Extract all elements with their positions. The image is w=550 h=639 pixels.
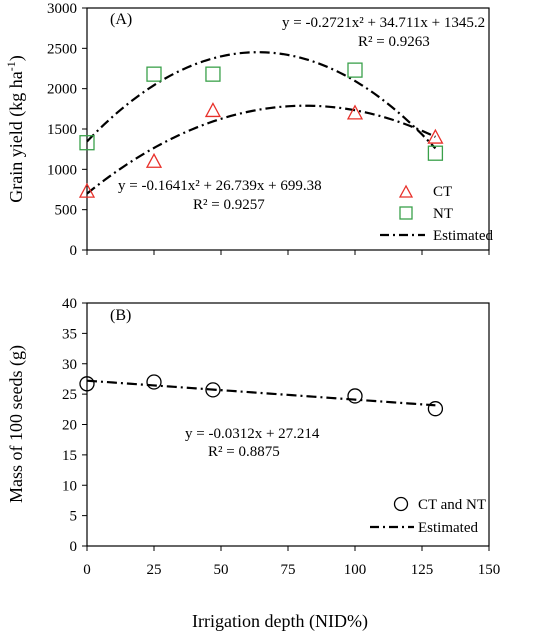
y-tick-label: 10: [62, 478, 77, 494]
y-tick-label: 1000: [47, 162, 77, 178]
ct-equation: y = -0.1641x² + 26.739x + 699.38: [118, 178, 322, 194]
y-tick-label: 500: [55, 203, 78, 219]
legend-nt-label: NT: [433, 206, 453, 222]
legend-ct-label: CT: [433, 184, 452, 200]
legend-nt-marker: [399, 206, 413, 220]
y-tick-label: 0: [70, 243, 78, 259]
x-tick-label: 150: [478, 562, 501, 578]
b-r2: R² = 0.8875: [208, 444, 280, 460]
panel-b-xlabel: Irrigation depth (NID%): [192, 611, 368, 632]
panel-a-points: [78, 62, 444, 198]
nt-r2: R² = 0.9263: [358, 34, 430, 50]
panel-b-ylabel: Mass of 100 seeds (g): [6, 345, 27, 503]
y-tick-label: 1500: [47, 122, 77, 138]
y-tick-label: 0: [70, 539, 78, 555]
ct-nt-point: [146, 374, 162, 390]
panel-b-points: [79, 374, 444, 417]
legend-ct-marker: [398, 184, 414, 198]
b-equation: y = -0.0312x + 27.214: [185, 426, 320, 442]
panel-a-label: (A): [110, 11, 132, 28]
panel-b-fit-line: [86, 379, 436, 407]
panel-b: 0 25 50 75 100 125 150 0 5 10 15 20 25 30 35 40 (B) Ma…: [6, 296, 500, 632]
ct-nt-point: [79, 376, 95, 392]
x-tick-label: 50: [214, 562, 229, 578]
panel-a-y-ticks: 0 500 1000 1500 2000 2500 3000: [47, 1, 87, 259]
x-tick-label: 125: [411, 562, 434, 578]
ct-point: [346, 104, 364, 120]
legend-ct-nt-label: CT and NT: [418, 497, 486, 513]
nt-point: [205, 66, 221, 82]
panel-a-x-ticks: [86, 250, 490, 255]
nt-point: [347, 62, 363, 78]
ct-nt-point: [427, 401, 444, 417]
ct-nt-point: [347, 388, 363, 404]
y-tick-label: 20: [62, 418, 77, 434]
ct-point: [145, 152, 163, 168]
ct-point: [78, 182, 96, 198]
legend-b-estimated-label: Estimated: [418, 520, 478, 536]
legend-ct-nt-marker: [393, 496, 409, 512]
panel-b-y-ticks: 0 5 10 15 20 25 30 35 40: [62, 296, 87, 555]
panel-a-fit-curves: [86, 51, 437, 195]
y-tick-label: 35: [62, 326, 77, 342]
y-tick-label: 30: [62, 357, 77, 373]
panel-a-ylabel: Grain yield (kg ha-1): [4, 55, 27, 202]
ct-point: [427, 128, 444, 144]
legend-estimated-label: Estimated: [433, 228, 493, 244]
ct-r2: R² = 0.9257: [193, 197, 265, 213]
panel-a-legend: CT NT Estimated: [380, 184, 493, 244]
ct-point: [204, 102, 222, 118]
fit-curve-ct: [86, 104, 436, 195]
panel-b-label: (B): [110, 307, 131, 324]
panel-b-x-ticks: 0 25 50 75 100 125 150: [83, 546, 500, 578]
ct-nt-point: [205, 382, 221, 398]
y-tick-label: 2000: [47, 82, 77, 98]
nt-point: [79, 135, 95, 151]
panel-a: 0 500 1000 1500 2000 2500 3000 (A) Grain yield…: [4, 1, 493, 259]
y-tick-label: 2500: [47, 41, 77, 57]
x-tick-label: 100: [344, 562, 367, 578]
x-tick-label: 25: [147, 562, 162, 578]
x-tick-label: 0: [83, 562, 91, 578]
nt-point: [146, 66, 162, 82]
y-tick-label: 3000: [47, 1, 77, 17]
y-tick-label: 5: [70, 509, 78, 525]
nt-equation: y = -0.2721x² + 34.711x + 1345.2: [282, 15, 485, 31]
y-tick-label: 25: [62, 387, 77, 403]
panel-b-legend: CT and NT Estimated: [370, 496, 486, 536]
nt-point: [427, 145, 444, 161]
y-tick-label: 15: [62, 448, 77, 464]
y-tick-label: 40: [62, 296, 77, 312]
x-tick-label: 75: [281, 562, 296, 578]
fit-curve-ct-and-nt: [86, 379, 436, 407]
fit-curve-nt: [86, 51, 437, 150]
